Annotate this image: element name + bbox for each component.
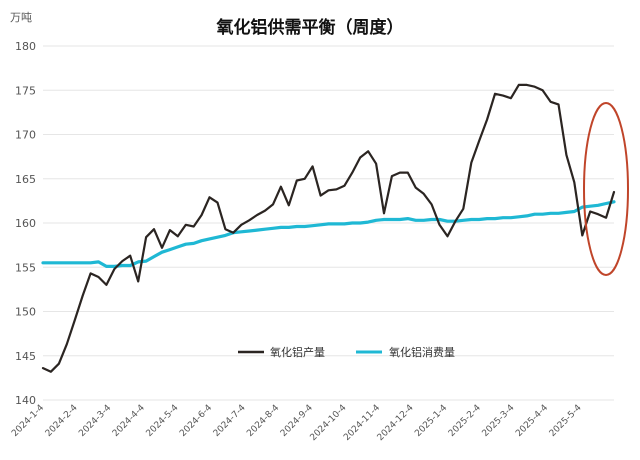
- y-tick-label: 140: [15, 394, 36, 407]
- x-tick-label: 2024-3-4: [77, 403, 113, 439]
- x-tick-label: 2025-4-4: [514, 403, 550, 439]
- x-tick-label: 2024-2-4: [44, 403, 80, 439]
- x-tick-label: 2024-7-4: [212, 403, 248, 439]
- x-tick-label: 2024-1-4: [10, 403, 46, 439]
- x-tick-label: 2025-1-4: [413, 403, 449, 439]
- y-unit-label: 万吨: [10, 11, 32, 24]
- y-tick-label: 160: [15, 217, 36, 230]
- y-tick-label: 170: [15, 129, 36, 142]
- series-line-consumption: [41, 200, 616, 268]
- x-tick-label: 2025-3-4: [481, 403, 517, 439]
- legend: 氧化铝产量 氧化铝消费量: [238, 345, 455, 359]
- y-tick-label: 155: [15, 261, 36, 274]
- y-tick-label: 150: [15, 306, 36, 319]
- y-tick-label: 145: [15, 350, 36, 363]
- x-tick-label: 2024-6-4: [178, 403, 214, 439]
- x-tick-label: 2025-5-4: [548, 403, 584, 439]
- x-axis-ticks: 2024-1-42024-2-42024-3-42024-4-42024-5-4…: [10, 403, 584, 443]
- y-tick-label: 165: [15, 173, 36, 186]
- series-line-production: [41, 83, 616, 373]
- series-layer: [41, 83, 616, 373]
- legend-label-consumption: 氧化铝消费量: [389, 345, 455, 359]
- highlight-ellipse: [583, 102, 629, 276]
- x-tick-label: 2025-2-4: [447, 403, 483, 439]
- annotation-layer: [583, 102, 629, 276]
- x-tick-label: 2024-5-4: [145, 403, 181, 439]
- y-axis-ticks: 140 145 150 155 160 165 170 175 180: [15, 40, 36, 407]
- x-tick-label: 2024-8-4: [245, 403, 281, 439]
- y-tick-label: 175: [15, 84, 36, 97]
- legend-label-production: 氧化铝产量: [270, 345, 325, 359]
- x-tick-label: 2024-4-4: [111, 403, 147, 439]
- x-tick-label: 2024-12-4: [376, 403, 416, 443]
- chart-title: 氧化铝供需平衡（周度）: [216, 17, 404, 38]
- y-tick-label: 180: [15, 40, 36, 53]
